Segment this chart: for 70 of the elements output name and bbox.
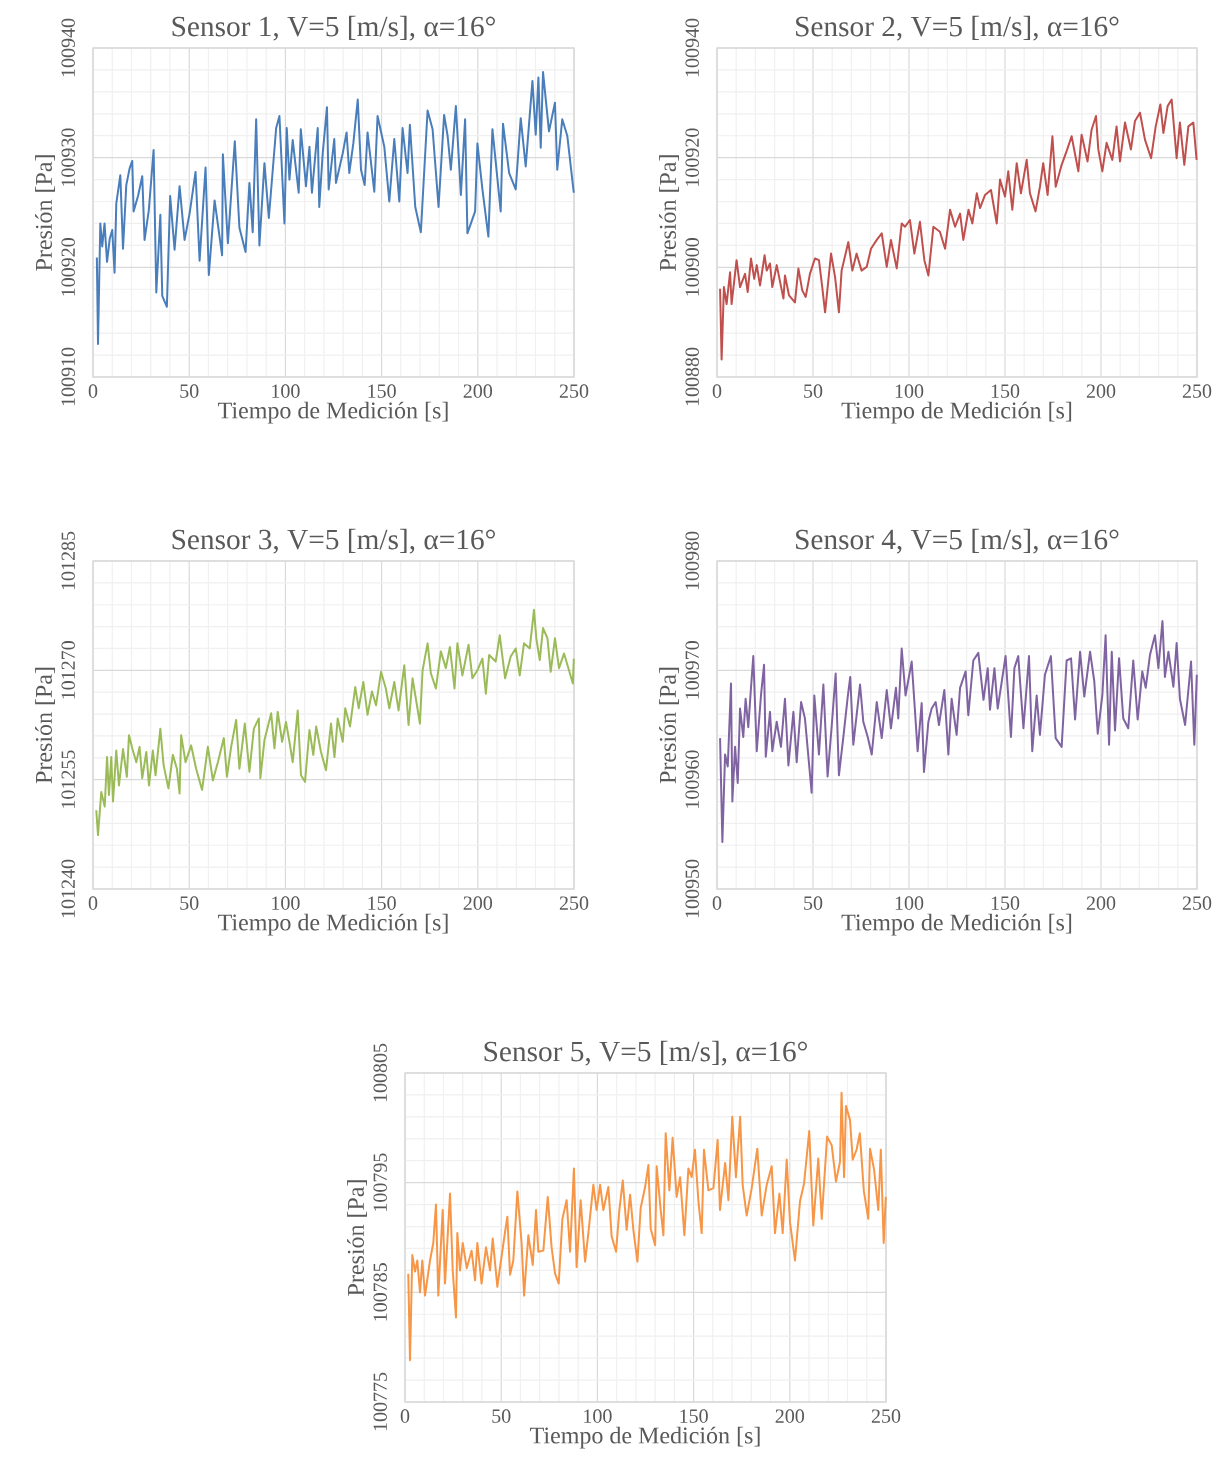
chart-title: Sensor 3, V=5 [m/s], α=16° bbox=[172, 528, 495, 554]
x-tick-label: 0 bbox=[712, 896, 722, 910]
y-tick-label: 100920 bbox=[685, 128, 699, 186]
x-tick-label: 150 bbox=[368, 896, 396, 910]
y-tick-label: 100795 bbox=[373, 1153, 387, 1211]
y-axis-title: Presión [Pa] bbox=[35, 155, 55, 271]
x-tick-label: 250 bbox=[559, 896, 589, 910]
x-tick-label: 200 bbox=[463, 384, 493, 398]
x-tick-label: 250 bbox=[1182, 384, 1212, 398]
x-tick-label: 0 bbox=[88, 384, 98, 398]
line-series bbox=[95, 71, 575, 346]
y-tick-label: 100930 bbox=[61, 128, 75, 186]
line-series bbox=[95, 608, 575, 837]
y-tick-label: 100980 bbox=[685, 531, 699, 590]
y-axis-title: Presión [Pa] bbox=[35, 667, 55, 784]
x-tick-label: 200 bbox=[1086, 384, 1116, 398]
chart-title: Sensor 5, V=5 [m/s], α=16° bbox=[484, 1040, 807, 1066]
x-tick-label: 200 bbox=[463, 896, 493, 910]
x-tick-label: 100 bbox=[895, 384, 924, 398]
x-tick-label: 50 bbox=[804, 896, 823, 910]
y-tick-label: 100960 bbox=[685, 750, 699, 808]
x-axis-title: Tiempo de Medición [s] bbox=[530, 1426, 760, 1449]
y-tick-label: 101270 bbox=[61, 641, 75, 699]
x-axis-title: Tiempo de Medición [s] bbox=[218, 401, 448, 424]
x-tick-label: 50 bbox=[804, 384, 823, 398]
line-series bbox=[719, 98, 1198, 361]
y-tick-label: 101240 bbox=[61, 859, 75, 918]
x-tick-label: 250 bbox=[1182, 896, 1212, 910]
y-axis-title: Presión [Pa] bbox=[347, 1180, 367, 1296]
y-tick-label: 100900 bbox=[685, 238, 699, 296]
y-tick-label: 100940 bbox=[685, 18, 699, 77]
x-axis-title: Tiempo de Medición [s] bbox=[841, 913, 1072, 936]
x-tick-label: 100 bbox=[272, 384, 300, 398]
x-tick-label: 0 bbox=[400, 1409, 410, 1423]
y-tick-label: 100880 bbox=[685, 347, 699, 406]
x-tick-label: 50 bbox=[180, 896, 199, 910]
x-tick-label: 0 bbox=[88, 896, 98, 910]
x-tick-label: 200 bbox=[1086, 896, 1116, 910]
y-tick-label: 100920 bbox=[61, 238, 75, 296]
x-tick-label: 50 bbox=[180, 384, 199, 398]
x-tick-label: 100 bbox=[584, 1409, 612, 1423]
x-tick-label: 50 bbox=[492, 1409, 511, 1423]
y-axis-title: Presión [Pa] bbox=[659, 667, 679, 784]
y-tick-label: 100910 bbox=[61, 347, 75, 406]
x-tick-label: 250 bbox=[559, 384, 589, 398]
chart-title: Sensor 1, V=5 [m/s], α=16° bbox=[172, 15, 495, 41]
x-tick-label: 250 bbox=[871, 1409, 901, 1423]
chart-title: Sensor 4, V=5 [m/s], α=16° bbox=[796, 528, 1119, 554]
y-tick-label: 100970 bbox=[685, 641, 699, 699]
x-tick-label: 150 bbox=[991, 896, 1020, 910]
x-axis-title: Tiempo de Medición [s] bbox=[841, 401, 1072, 424]
y-tick-label: 100805 bbox=[373, 1043, 387, 1102]
y-tick-label: 100940 bbox=[61, 18, 75, 77]
x-tick-label: 150 bbox=[368, 384, 396, 398]
x-tick-label: 100 bbox=[272, 896, 300, 910]
x-tick-label: 100 bbox=[895, 896, 924, 910]
y-tick-label: 100950 bbox=[685, 859, 699, 918]
x-tick-label: 0 bbox=[712, 384, 722, 398]
y-tick-label: 101285 bbox=[61, 531, 75, 590]
x-axis-title: Tiempo de Medición [s] bbox=[218, 913, 448, 936]
y-tick-label: 100785 bbox=[373, 1263, 387, 1321]
y-tick-label: 100775 bbox=[373, 1372, 387, 1431]
y-tick-label: 101255 bbox=[61, 750, 75, 808]
chart-title: Sensor 2, V=5 [m/s], α=16° bbox=[796, 15, 1119, 41]
line-series bbox=[407, 1091, 887, 1362]
x-tick-label: 150 bbox=[680, 1409, 708, 1423]
x-tick-label: 200 bbox=[775, 1409, 805, 1423]
y-axis-title: Presión [Pa] bbox=[659, 155, 679, 271]
line-series bbox=[719, 620, 1198, 843]
x-tick-label: 150 bbox=[991, 384, 1020, 398]
